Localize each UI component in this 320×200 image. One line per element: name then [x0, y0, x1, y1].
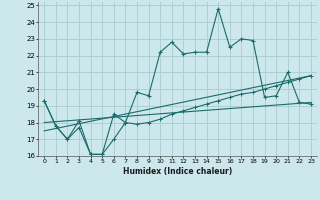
X-axis label: Humidex (Indice chaleur): Humidex (Indice chaleur)	[123, 167, 232, 176]
